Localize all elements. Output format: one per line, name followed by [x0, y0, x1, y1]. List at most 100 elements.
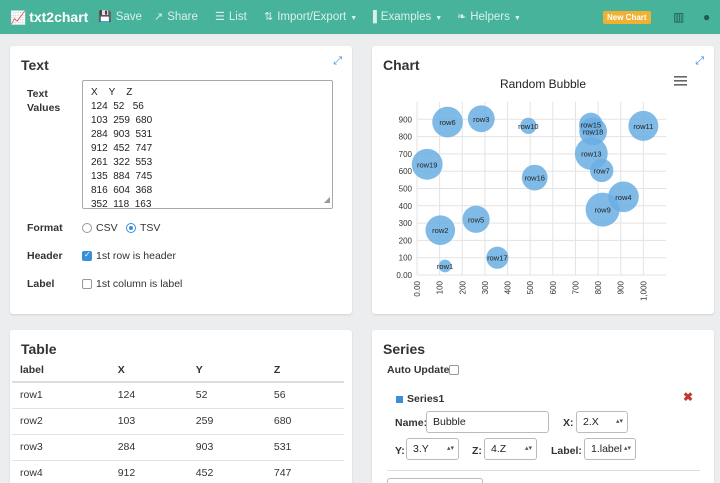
x-select[interactable]: 2.X ▴▾ [576, 411, 628, 433]
bubble-label: row1 [437, 262, 453, 271]
expand-icon[interactable]: ⤢ [333, 55, 342, 67]
label-option-label: 1st column is label [96, 278, 183, 290]
bubble-point [467, 105, 495, 133]
table-cell: 531 [265, 434, 344, 461]
bubble-point [628, 110, 659, 141]
y-tick-label: 600 [399, 167, 413, 176]
table-cell: 259 [187, 408, 266, 435]
top-navbar: 📈 txt2chart 💾 Save ↗ Share ☰ List ⇅ Import/Ex… [0, 0, 720, 34]
z-select[interactable]: 4.Z ▴▾ [484, 438, 537, 460]
y-select[interactable]: 3.Y ▴▾ [406, 438, 459, 460]
text-values-textarea[interactable]: X Y Z 124 52 56 103 259 680 284 903 531 … [82, 80, 333, 209]
table-cell: 903 [187, 434, 266, 461]
import-export-icon: ⇅ [264, 11, 274, 23]
table-panel-title: Table [21, 341, 57, 357]
x-tick-label: 200 [458, 280, 467, 294]
bubble-label: row16 [524, 174, 544, 183]
table-row: row2 103 259 680 [12, 408, 344, 435]
series-panel-title: Series [383, 341, 426, 357]
format-csv-label: CSV [96, 222, 118, 234]
z-select-value: 4.Z [491, 443, 507, 455]
chevron-updown-icon: ▴▾ [615, 418, 623, 425]
bubble-label: row18 [583, 127, 603, 136]
list-button[interactable]: ☰ List [215, 0, 247, 34]
table-cell: 452 [187, 460, 266, 483]
series-name-input[interactable]: Bubble [426, 411, 549, 433]
auto-update-checkbox[interactable] [449, 365, 459, 375]
bubble-label: row10 [518, 122, 538, 131]
auto-update-label: Auto Update [387, 364, 450, 376]
delete-series-icon[interactable]: ✖ [683, 390, 694, 404]
y-tick-label: 700 [399, 150, 413, 159]
chevron-updown-icon: ▴▾ [446, 445, 454, 452]
share-label: Share [167, 11, 198, 23]
format-csv-radio[interactable] [82, 223, 92, 233]
bubble-point [520, 117, 537, 135]
table-cell: 124 [109, 382, 188, 409]
chevron-updown-icon: ▴▾ [623, 445, 631, 452]
bubble-chart: Random Bubble 0.00 100 200 300 400 500 600 700 8… [396, 76, 687, 301]
add-series-button[interactable] [387, 478, 483, 483]
bubble-point [411, 148, 443, 180]
chevron-down-icon: ▼ [513, 15, 521, 22]
bubble-point [574, 137, 608, 170]
bubble-label: row7 [594, 167, 610, 176]
chart-title: Random Bubble [500, 77, 586, 91]
list-label: List [228, 11, 247, 23]
helpers-menu[interactable]: ❧ Helpers ▼ [457, 0, 521, 34]
bubble-point [521, 164, 548, 191]
y-label: Y: [395, 445, 405, 457]
bubble-label: row9 [594, 206, 610, 215]
text-panel: Text ⤢ [10, 46, 352, 314]
expand-icon[interactable]: ⤢ [695, 55, 704, 67]
format-tsv-radio[interactable] [126, 223, 136, 233]
save-icon: 💾 [98, 11, 112, 23]
x-tick-label: 700 [571, 280, 580, 294]
leaf-icon: ❧ [457, 11, 467, 23]
table-cell: row2 [12, 408, 110, 435]
text-values-label-line2: Values [27, 102, 61, 114]
bar-chart-icon: ▐ [369, 11, 377, 23]
x-tick-label: 800 [594, 280, 603, 294]
save-button[interactable]: 💾 Save [98, 0, 142, 34]
share-button[interactable]: ↗ Share [154, 0, 198, 34]
chart-menu-icon[interactable] [674, 76, 687, 86]
header-option-label: 1st row is header [96, 250, 176, 262]
bubble-label: row19 [417, 160, 437, 169]
table-cell: 747 [265, 460, 344, 483]
bubble-point [462, 205, 490, 233]
text-panel-title: Text [21, 57, 49, 73]
header-checkbox[interactable] [82, 250, 92, 261]
resize-handle-icon[interactable]: ◢ [323, 195, 330, 204]
format-tsv-label: TSV [140, 222, 161, 234]
column-header: Z [265, 358, 344, 383]
y-tick-label: 400 [399, 202, 413, 211]
bubble-point [438, 259, 452, 273]
chart-panel-title: Chart [383, 57, 420, 73]
label-select[interactable]: 1.label ▴▾ [584, 438, 636, 460]
x-tick-label: 500 [526, 280, 535, 294]
label-checkbox[interactable] [82, 279, 92, 289]
chevron-down-icon: ▼ [435, 15, 443, 22]
table-cell: row4 [12, 460, 110, 483]
table-cell: 56 [265, 382, 344, 409]
examples-menu[interactable]: ▐ Examples ▼ [369, 0, 442, 34]
bubble-label: row4 [615, 193, 631, 202]
book-icon[interactable]: ▥ [673, 10, 685, 24]
x-tick-label: 300 [481, 280, 490, 294]
import-export-menu[interactable]: ⇅ Import/Export ▼ [264, 0, 357, 34]
series-card [387, 385, 700, 471]
chevron-down-icon: ▼ [350, 15, 358, 22]
y-select-value: 3.Y [413, 443, 429, 455]
table-cell: 103 [109, 408, 188, 435]
data-table: label X Y Z row1 124 52 56 row2 103 259 … [12, 358, 344, 483]
brand-logo[interactable]: 📈 txt2chart [10, 0, 88, 34]
x-tick-label: 1,000 [639, 280, 648, 301]
x-tick-label: 100 [436, 280, 445, 294]
y-tick-label: 800 [399, 133, 413, 142]
bubble-point [585, 192, 620, 227]
table-cell: 912 [109, 460, 188, 483]
user-icon[interactable]: ● [703, 10, 711, 24]
series-name-heading: Series1 [407, 393, 445, 405]
new-chart-button[interactable]: New Chart [603, 11, 651, 24]
